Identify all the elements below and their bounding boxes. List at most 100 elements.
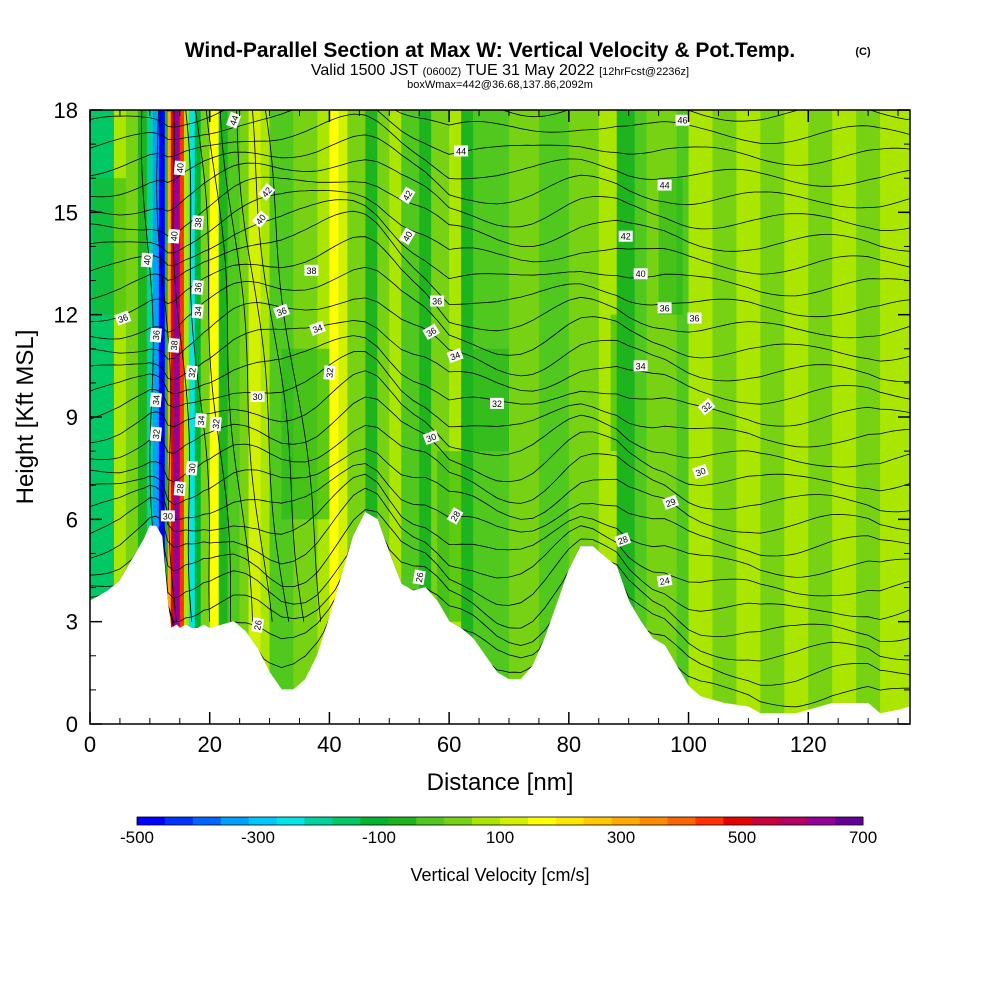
contour-label: 38 bbox=[167, 337, 180, 353]
contour-label-text: 32 bbox=[187, 367, 198, 378]
contour-label-text: 32 bbox=[700, 400, 714, 414]
isentrope-line bbox=[90, 176, 910, 252]
contour-label-text: 36 bbox=[193, 282, 204, 293]
x-axis: 0 20 40 60 80 100 120 bbox=[84, 110, 899, 757]
velocity-stripe bbox=[634, 110, 648, 724]
velocity-stripe bbox=[688, 110, 714, 724]
terrain-mask bbox=[90, 511, 910, 724]
isentrope-line bbox=[90, 511, 910, 643]
contour-label-text: 26 bbox=[252, 619, 264, 631]
velocity-patch bbox=[437, 451, 462, 622]
isentrope-line bbox=[90, 199, 910, 297]
contour-label-box bbox=[618, 230, 633, 242]
contour-label-text: 28 bbox=[175, 483, 186, 494]
contour-label-text: 46 bbox=[678, 116, 688, 126]
contour-label: 30 bbox=[160, 510, 175, 522]
isentrope-line bbox=[90, 297, 910, 383]
contour-label: 28 bbox=[173, 481, 186, 497]
velocity-stripe bbox=[808, 110, 833, 724]
contour-label-text: 40 bbox=[169, 231, 180, 242]
y-tick-label: 15 bbox=[54, 200, 78, 225]
velocity-stripe bbox=[832, 110, 857, 724]
contour-label: 46 bbox=[675, 114, 690, 126]
contour-label: 32 bbox=[185, 365, 198, 381]
contour-label-text: 30 bbox=[694, 466, 707, 479]
colorbar-segment bbox=[360, 817, 389, 825]
contour-label-text: 40 bbox=[401, 230, 415, 244]
contour-label-box bbox=[173, 160, 186, 176]
contour-label-text: 28 bbox=[616, 534, 629, 547]
contour-label: 36 bbox=[273, 303, 290, 319]
chart-subtitle-box: boxWmax=442@36.68,137.86,2092m bbox=[407, 79, 593, 91]
colorbar-segment bbox=[751, 817, 780, 825]
velocity-patch bbox=[610, 314, 629, 452]
y-axis-label: Height [Kft MSL] bbox=[12, 330, 39, 505]
contour-label: 42 bbox=[257, 182, 276, 201]
contour-label: 40 bbox=[140, 252, 153, 268]
x-tick-label: 80 bbox=[557, 732, 581, 757]
y-tick-label: 0 bbox=[66, 712, 78, 737]
contour-label-box bbox=[614, 532, 632, 548]
contour-label-text: 36 bbox=[275, 305, 288, 318]
velocity-stripe bbox=[173, 110, 181, 724]
contour-label-text: 36 bbox=[432, 297, 442, 307]
contour-label-box bbox=[398, 186, 416, 205]
contour-label-text: 36 bbox=[425, 325, 439, 339]
colorbar-segment bbox=[779, 817, 808, 825]
contour-label-box bbox=[209, 416, 222, 432]
y-tick-label: 18 bbox=[54, 98, 78, 123]
isentrope-line bbox=[156, 110, 177, 622]
contour-label: 40 bbox=[398, 227, 416, 246]
velocity-stripe bbox=[146, 110, 154, 724]
contour-label-box bbox=[687, 312, 702, 324]
contour-label-box bbox=[656, 574, 673, 588]
colorbar-tick-label: 700 bbox=[849, 828, 877, 847]
chart-subtitle: Valid 1500 JST (0600Z) TUE 31 May 2022 [… bbox=[311, 62, 689, 79]
contour-label: 32 bbox=[149, 426, 162, 442]
contour-label-text: 40 bbox=[175, 163, 186, 174]
contour-label-box bbox=[657, 302, 672, 314]
contour-label-text: 32 bbox=[324, 367, 335, 378]
colorbar-segment bbox=[835, 817, 864, 825]
contour-label: 44 bbox=[226, 111, 242, 129]
contour-label-box bbox=[140, 252, 153, 268]
contour-label-text: 32 bbox=[211, 418, 222, 429]
contour-label: 42 bbox=[618, 230, 633, 242]
velocity-stripe bbox=[167, 110, 172, 724]
isentrope-line bbox=[90, 113, 910, 187]
isentrope-line bbox=[90, 236, 910, 339]
velocity-stripe bbox=[164, 110, 169, 724]
velocity-patch bbox=[92, 178, 126, 315]
velocity-stripe bbox=[508, 110, 540, 724]
colorbar bbox=[136, 816, 864, 826]
contour-label-text: 34 bbox=[196, 415, 207, 426]
velocity-patch bbox=[281, 348, 330, 520]
contour-label-box bbox=[398, 227, 416, 246]
colorbar-segment bbox=[639, 817, 669, 825]
contour-label: 32 bbox=[490, 397, 505, 409]
isentrope-line bbox=[90, 448, 910, 534]
velocity-stripe bbox=[736, 110, 761, 724]
colorbar-segment bbox=[723, 817, 752, 825]
contour-label-box bbox=[149, 426, 162, 442]
contour-label: 29 bbox=[662, 494, 680, 510]
velocity-stripe bbox=[137, 110, 148, 724]
x-tick-label: 100 bbox=[670, 732, 707, 757]
contour-label: 30 bbox=[185, 460, 198, 476]
contour-label: 34 bbox=[633, 360, 648, 372]
contour-label: 30 bbox=[692, 464, 709, 480]
contour-label-text: 24 bbox=[659, 575, 671, 587]
colorbar-segment bbox=[304, 817, 333, 825]
velocity-stripe bbox=[856, 110, 881, 724]
contour-label: 38 bbox=[191, 215, 204, 231]
contour-label: 36 bbox=[657, 302, 672, 314]
contour-label: 40 bbox=[251, 210, 270, 229]
colorbar-tick-label: 500 bbox=[728, 828, 756, 847]
contour-label: 34 bbox=[308, 320, 326, 336]
contour-label: 34 bbox=[149, 392, 162, 408]
isentrope-line bbox=[90, 189, 910, 275]
colorbar-tick-label: -500 bbox=[120, 828, 154, 847]
x-tick-label: 20 bbox=[197, 732, 221, 757]
velocity-stripe bbox=[188, 110, 196, 724]
contour-label-text: 34 bbox=[311, 322, 324, 335]
